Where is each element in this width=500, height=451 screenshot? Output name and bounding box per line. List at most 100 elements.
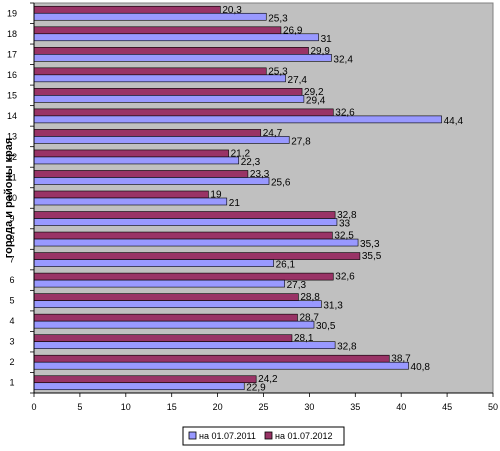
bar-2012-5 <box>33 293 299 301</box>
bar-2012-11 <box>33 170 249 178</box>
bar-2011-5 <box>33 300 322 308</box>
bar-2011-16 <box>33 74 286 83</box>
data-label-2011-6: 27,3 <box>287 280 307 291</box>
bar-2012-6 <box>33 272 334 281</box>
x-tick-label-15: 15 <box>167 402 177 412</box>
bar-2012-3 <box>33 334 293 342</box>
bar-2011-3 <box>33 341 336 349</box>
legend-swatch-2011 <box>188 431 197 440</box>
y-tick-label-11: 11 <box>7 172 16 182</box>
y-tick-label-9: 9 <box>9 214 14 224</box>
bar-2012-9 <box>33 211 336 219</box>
data-label-2011-7: 26,1 <box>276 260 296 271</box>
x-tick-label-25: 25 <box>258 402 268 412</box>
data-label-2012-14: 32,6 <box>335 107 355 118</box>
y-tick-label-8: 8 <box>9 234 14 244</box>
bar-2011-1 <box>33 382 245 391</box>
bar-2012-17 <box>33 47 309 55</box>
bar-2011-7 <box>33 259 274 267</box>
data-label-2012-17: 29,9 <box>310 46 330 57</box>
legend-label-2012: на 01.07.2012 <box>275 431 333 441</box>
legend-box <box>182 426 345 446</box>
bar-2011-11 <box>33 177 270 185</box>
data-label-2011-8: 35,3 <box>360 239 380 250</box>
bar-2011-17 <box>33 54 332 62</box>
data-label-2012-6: 32,6 <box>335 272 355 283</box>
data-label-2011-10: 21 <box>229 198 241 209</box>
y-tick-label-15: 15 <box>7 90 17 100</box>
data-label-2011-14: 44,4 <box>444 116 464 127</box>
bar-2012-13 <box>33 129 262 137</box>
bar-2011-6 <box>33 279 285 288</box>
bar-2012-7 <box>33 252 361 260</box>
data-label-2011-18: 31 <box>321 34 333 45</box>
bar-2012-10 <box>33 190 209 199</box>
data-label-2012-4: 28,7 <box>299 313 319 324</box>
data-label-2011-15: 29,4 <box>306 95 326 106</box>
data-label-2012-8: 32,5 <box>334 231 354 242</box>
data-label-2012-1: 24,2 <box>258 374 278 385</box>
bar-2012-8 <box>33 231 333 240</box>
data-label-2011-19: 25,3 <box>268 13 288 24</box>
data-label-2011-12: 22,3 <box>241 157 261 168</box>
y-tick-label-7: 7 <box>9 255 14 265</box>
data-label-2011-4: 30,5 <box>316 321 336 332</box>
bar-2011-2 <box>33 361 409 370</box>
y-tick-label-14: 14 <box>7 111 17 121</box>
bar-2012-14 <box>33 108 334 117</box>
y-tick-label-17: 17 <box>7 49 17 59</box>
data-labels-group: 24,222,9 38,740,8 28,1 32,8 28,730,5 28,831,3… <box>210 5 463 394</box>
bar-2011-10 <box>33 197 228 206</box>
y-tick-label-12: 12 <box>7 152 17 162</box>
legend: на 01.07.2011 на 01.07.2012 <box>182 426 345 446</box>
data-label-2011-17: 32,4 <box>333 54 353 65</box>
bar-2012-16 <box>33 67 267 76</box>
bar-2012-4 <box>33 313 298 322</box>
data-label-2012-18: 26,9 <box>283 25 303 36</box>
bar-2011-14 <box>33 115 442 124</box>
data-label-2012-15: 29,2 <box>304 87 324 98</box>
bar-2011-9 <box>33 218 338 226</box>
bar-2011-4 <box>33 320 315 329</box>
y-tick-label-3: 3 <box>9 337 14 347</box>
x-tick-label-0: 0 <box>31 402 36 412</box>
y-tick-label-19: 19 <box>7 8 17 18</box>
data-label-2012-19: 20,3 <box>222 5 242 16</box>
data-label-2011-2: 40,8 <box>411 362 431 373</box>
x-tick-label-45: 45 <box>442 402 452 412</box>
data-label-2012-11: 23,3 <box>250 169 270 180</box>
x-tick-label-5: 5 <box>77 402 82 412</box>
bar-2011-15 <box>33 95 305 103</box>
data-label-2012-9: 32,8 <box>337 210 357 221</box>
data-label-2012-7: 35,5 <box>362 251 382 262</box>
y-tick-label-16: 16 <box>7 70 17 80</box>
data-label-2012-10: 19 <box>210 190 222 201</box>
data-label-2012-16: 25,3 <box>268 66 288 77</box>
x-tick-label-20: 20 <box>213 402 223 412</box>
x-tick-label-30: 30 <box>304 402 314 412</box>
y-tick-label-13: 13 <box>7 131 17 141</box>
y-tick-label-1: 1 <box>9 378 14 388</box>
bar-2012-1 <box>33 375 257 384</box>
data-label-2011-13: 27,8 <box>291 136 311 147</box>
legend-swatch-2012 <box>264 431 273 440</box>
bar-2012-19 <box>33 5 221 14</box>
bar-2012-12 <box>33 149 229 158</box>
y-tick-label-18: 18 <box>7 29 17 39</box>
data-label-2012-12: 21,2 <box>231 148 251 159</box>
data-label-2012-13: 24,7 <box>263 128 283 139</box>
y-tick-label-2: 2 <box>9 357 14 367</box>
bar-2011-8 <box>33 238 359 247</box>
data-label-2012-2: 38,7 <box>391 354 411 365</box>
y-tick-label-5: 5 <box>9 296 14 306</box>
data-label-2011-9: 33 <box>339 219 351 230</box>
data-label-2011-11: 25,6 <box>271 177 291 188</box>
x-tick-label-50: 50 <box>488 402 498 412</box>
bar-2011-12 <box>33 156 240 165</box>
bar-2011-18 <box>33 33 319 42</box>
legend-label-2011: на 01.07.2011 <box>199 431 256 441</box>
bar-2012-2 <box>33 354 390 363</box>
